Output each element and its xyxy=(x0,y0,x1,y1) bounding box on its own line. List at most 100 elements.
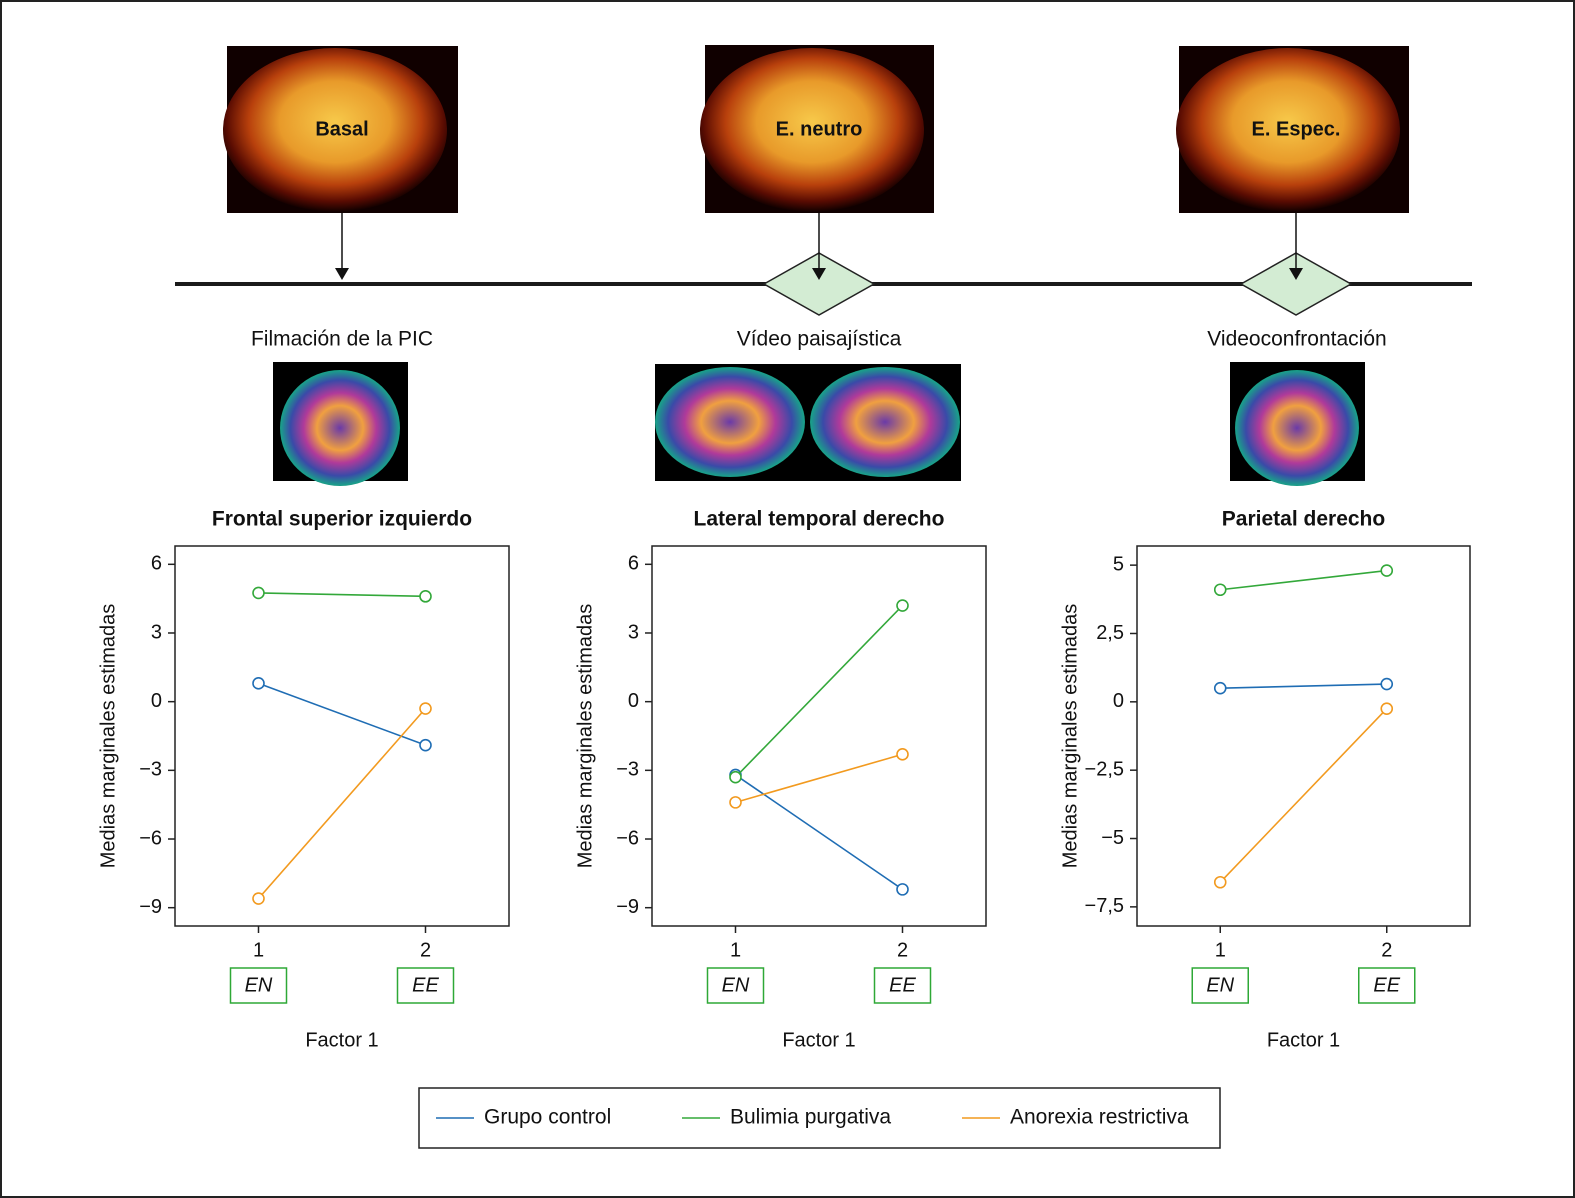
plot-frame xyxy=(1136,545,1471,927)
series-line xyxy=(258,682,426,746)
data-point xyxy=(1213,583,1227,597)
condition-box xyxy=(396,967,455,1004)
y-tick-label: 3 xyxy=(151,621,162,643)
x-axis-label: Factor 1 xyxy=(1267,1029,1340,1051)
y-tick-label: 2,5 xyxy=(1096,622,1124,644)
x-axis-label: Factor 1 xyxy=(305,1029,378,1051)
data-point xyxy=(1213,875,1227,889)
data-point xyxy=(896,883,909,896)
y-tick-label: 0 xyxy=(1113,690,1124,712)
condition-label: EE xyxy=(1373,974,1400,996)
pet-glow xyxy=(280,370,400,486)
pet-glow xyxy=(810,367,960,477)
diamond xyxy=(762,252,876,316)
scan-glow xyxy=(700,48,924,212)
image-label: E. Espec. xyxy=(1252,118,1341,140)
condition-box xyxy=(1358,967,1416,1004)
series-line xyxy=(1220,569,1387,591)
pet-glow xyxy=(1235,370,1359,486)
image-label: E. neutro xyxy=(776,118,863,140)
legend-label: Bulimia purgativa xyxy=(730,1106,891,1129)
diamond xyxy=(1239,252,1353,316)
chart-title: Frontal superior izquierdo xyxy=(212,508,472,531)
condition-box xyxy=(706,967,765,1004)
arrow-head xyxy=(1289,268,1303,280)
data-point xyxy=(1380,702,1394,715)
series-line xyxy=(257,708,427,900)
scan-glow xyxy=(223,48,447,212)
series-line xyxy=(734,604,904,778)
condition-label: EN xyxy=(1206,974,1234,996)
caption: Vídeo paisajística xyxy=(737,328,902,351)
x-tick-label: 2 xyxy=(897,939,908,961)
y-tick-label: −5 xyxy=(1101,827,1124,849)
y-axis-label: Medias marginales estimadas xyxy=(574,604,596,869)
condition-label: EN xyxy=(245,974,273,996)
plot-frame xyxy=(651,545,987,927)
condition-box xyxy=(229,967,288,1004)
image-label: Basal xyxy=(315,118,368,140)
data-point xyxy=(1213,681,1227,695)
chart-title: Parietal derecho xyxy=(1222,508,1385,531)
legend-label: Grupo control xyxy=(484,1106,611,1129)
data-point xyxy=(419,702,432,715)
data-point xyxy=(252,586,265,600)
condition-box xyxy=(873,967,932,1004)
series-line xyxy=(735,774,903,891)
stage: E. neutro Vídeo paisajística xyxy=(655,45,961,481)
legend-label: Anorexia restrictiva xyxy=(1010,1106,1189,1129)
x-tick-label: 1 xyxy=(730,939,741,961)
y-tick-label: 0 xyxy=(628,690,639,712)
stage: E. Espec. Videoconfrontación xyxy=(1176,46,1409,486)
x-axis-label: Factor 1 xyxy=(782,1029,855,1051)
data-point xyxy=(729,770,742,784)
y-tick-label: 3 xyxy=(628,621,639,643)
x-tick-label: 1 xyxy=(253,939,264,961)
y-tick-label: −3 xyxy=(616,759,639,781)
stage: Basal Filmación de la PIC xyxy=(223,46,458,486)
caption: Videoconfrontación xyxy=(1207,328,1386,351)
condition-label: EE xyxy=(889,974,916,996)
series-line xyxy=(258,592,426,598)
y-tick-label: −3 xyxy=(139,759,162,781)
x-tick-label: 2 xyxy=(1381,939,1392,961)
y-tick-label: −9 xyxy=(616,896,639,918)
caption: Filmación de la PIC xyxy=(251,328,433,351)
series-line xyxy=(735,753,903,804)
data-point xyxy=(419,590,432,603)
series-line xyxy=(1220,683,1387,689)
y-tick-label: −9 xyxy=(139,896,162,918)
y-tick-label: 5 xyxy=(1113,553,1124,575)
data-point xyxy=(729,796,742,809)
condition-box xyxy=(1191,967,1249,1004)
arrow-head xyxy=(812,268,826,280)
data-point xyxy=(1380,677,1394,691)
data-point xyxy=(896,599,909,612)
y-axis-label: Medias marginales estimadas xyxy=(97,604,119,869)
x-tick-label: 1 xyxy=(1215,939,1226,961)
pet-glow xyxy=(655,367,805,477)
condition-label: EE xyxy=(412,974,439,996)
x-tick-label: 2 xyxy=(420,939,431,961)
y-axis-label: Medias marginales estimadas xyxy=(1059,604,1081,869)
series-line xyxy=(1219,708,1388,883)
data-point xyxy=(896,748,909,761)
data-point xyxy=(1380,564,1394,577)
legend xyxy=(418,1087,1221,1149)
y-tick-label: −6 xyxy=(139,827,162,849)
data-point xyxy=(419,738,432,752)
condition-label: EN xyxy=(722,974,750,996)
y-tick-label: 6 xyxy=(151,553,162,575)
y-tick-label: 0 xyxy=(151,690,162,712)
y-tick-label: 6 xyxy=(628,553,639,575)
y-tick-label: −7,5 xyxy=(1085,895,1124,917)
scan-glow xyxy=(1176,48,1400,212)
data-point xyxy=(252,677,265,690)
chart-title: Lateral temporal derecho xyxy=(694,508,945,531)
y-tick-label: −6 xyxy=(616,827,639,849)
data-point xyxy=(252,892,265,905)
y-tick-label: −2,5 xyxy=(1085,758,1124,780)
